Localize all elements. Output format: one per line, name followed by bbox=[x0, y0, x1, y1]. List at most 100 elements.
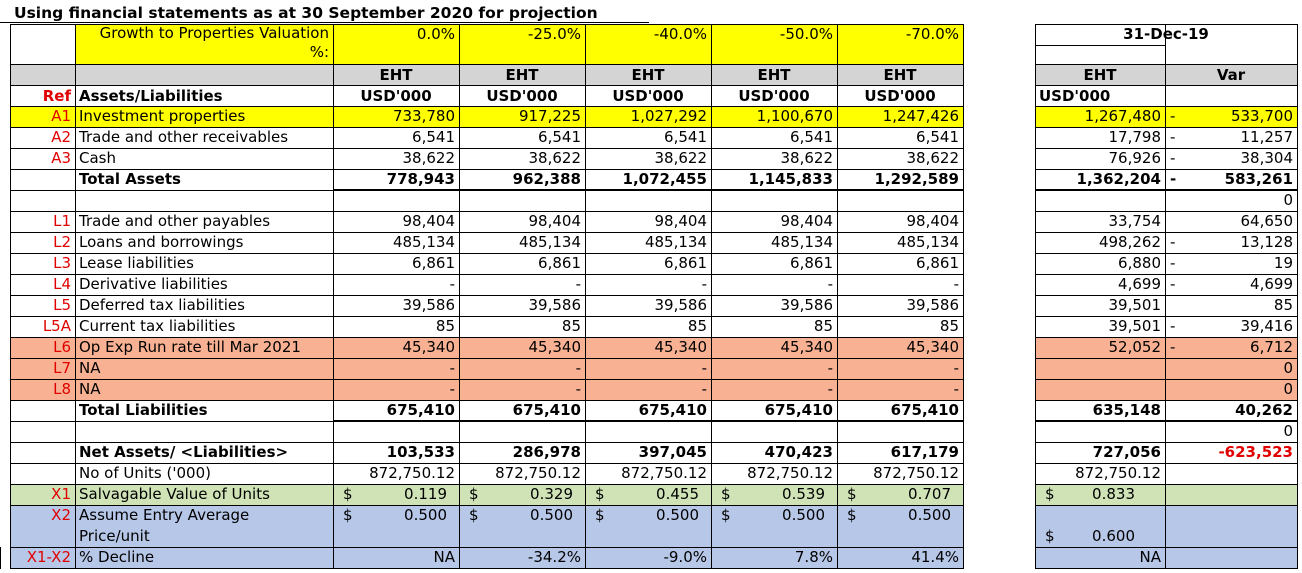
ref-code[interactable]: L5 bbox=[53, 296, 71, 314]
unit-header[interactable]: USD'000 bbox=[486, 87, 558, 105]
var-value[interactable]: 38,304 bbox=[1240, 149, 1294, 167]
dec19-value[interactable]: 0.600 bbox=[1092, 527, 1135, 545]
scenario-value[interactable] bbox=[711, 421, 837, 442]
ref-code[interactable]: L8 bbox=[53, 380, 71, 398]
currency-symbol[interactable]: $ bbox=[1045, 485, 1055, 503]
line-item-label[interactable]: NA bbox=[79, 380, 101, 398]
dec19-value[interactable] bbox=[1035, 190, 1165, 211]
var-value[interactable]: 64,650 bbox=[1240, 212, 1294, 230]
scenario-value[interactable]: 0.500 bbox=[530, 506, 573, 524]
ref-code[interactable] bbox=[10, 442, 75, 463]
scenario-value[interactable]: 0.500 bbox=[404, 506, 447, 524]
scenario-value[interactable]: - bbox=[575, 359, 581, 377]
scenario-value[interactable]: - bbox=[953, 359, 959, 377]
var-value[interactable]: 533,700 bbox=[1230, 107, 1293, 125]
currency-symbol[interactable]: $ bbox=[343, 506, 353, 524]
scenario-value[interactable]: 6,861 bbox=[790, 254, 833, 272]
entity-header[interactable]: EHT bbox=[883, 66, 917, 84]
var-dash[interactable]: - bbox=[1170, 107, 1176, 125]
var-dash[interactable] bbox=[1166, 442, 1186, 463]
line-item-label[interactable]: No of Units ('000) bbox=[79, 464, 211, 482]
scenario-value[interactable]: 98,404 bbox=[654, 212, 708, 230]
scenario-value[interactable]: 0.455 bbox=[656, 485, 699, 503]
scenario-value[interactable]: 103,533 bbox=[386, 443, 455, 461]
line-item-label[interactable]: Deferred tax liabilities bbox=[79, 296, 245, 314]
scenario-value[interactable]: - bbox=[575, 380, 581, 398]
scenario-value[interactable]: 872,750.12 bbox=[747, 464, 833, 482]
currency-symbol[interactable]: $ bbox=[595, 506, 605, 524]
scenario-value[interactable] bbox=[333, 421, 459, 442]
ref-code[interactable]: X1 bbox=[51, 485, 71, 503]
scenario-value[interactable]: 0.119 bbox=[404, 485, 447, 503]
line-item-label[interactable]: Cash bbox=[79, 149, 116, 167]
ref-code[interactable]: L7 bbox=[53, 359, 71, 377]
dec19-value[interactable]: 727,056 bbox=[1092, 443, 1161, 461]
scenario-value[interactable]: 1,247,426 bbox=[882, 107, 959, 125]
scenario-value[interactable]: 38,622 bbox=[402, 149, 456, 167]
scenario-value[interactable]: - bbox=[449, 359, 455, 377]
var-dash[interactable] bbox=[1166, 463, 1186, 484]
var-value[interactable]: 0 bbox=[1283, 380, 1293, 398]
entity-header[interactable]: EHT bbox=[1083, 66, 1117, 84]
entity-header[interactable]: EHT bbox=[505, 66, 539, 84]
dec19-value[interactable]: 39,501 bbox=[1108, 317, 1162, 335]
scenario-value[interactable]: 1,072,455 bbox=[622, 170, 707, 188]
unit-header[interactable]: USD'000 bbox=[612, 87, 684, 105]
currency-symbol[interactable]: $ bbox=[847, 506, 857, 524]
scenario-value[interactable]: 6,861 bbox=[916, 254, 959, 272]
scenario-value[interactable]: NA bbox=[433, 548, 455, 566]
growth-pct[interactable]: -25.0% bbox=[527, 25, 581, 43]
scenario-value[interactable]: 98,404 bbox=[906, 212, 960, 230]
scenario-value[interactable]: 45,340 bbox=[528, 338, 582, 356]
scenario-value[interactable]: 98,404 bbox=[780, 212, 834, 230]
line-item-label[interactable]: Total Assets bbox=[79, 170, 181, 188]
scenario-value[interactable]: 617,179 bbox=[890, 443, 959, 461]
scenario-value[interactable]: 0.500 bbox=[782, 506, 825, 524]
scenario-value[interactable]: - bbox=[827, 380, 833, 398]
scenario-value[interactable]: 397,045 bbox=[638, 443, 707, 461]
var-header[interactable]: Var bbox=[1216, 66, 1246, 84]
ref-code[interactable] bbox=[10, 190, 75, 211]
scenario-value[interactable]: 85 bbox=[939, 317, 959, 335]
dec19-value[interactable]: 76,926 bbox=[1108, 149, 1162, 167]
scenario-value[interactable]: 0.539 bbox=[782, 485, 825, 503]
line-item-label[interactable]: Price/unit bbox=[79, 527, 150, 545]
scenario-value[interactable]: 1,027,292 bbox=[630, 107, 707, 125]
var-dash[interactable]: - bbox=[1170, 275, 1176, 293]
scenario-value[interactable]: 39,586 bbox=[780, 296, 834, 314]
scenario-value[interactable]: 41.4% bbox=[911, 548, 959, 566]
dec19-value[interactable]: 635,148 bbox=[1092, 401, 1161, 419]
var-dash[interactable]: - bbox=[1170, 233, 1176, 251]
scenario-value[interactable] bbox=[459, 190, 585, 211]
scenario-value[interactable]: 917,225 bbox=[518, 107, 581, 125]
scenario-value[interactable]: 7.8% bbox=[794, 548, 833, 566]
scenario-value[interactable] bbox=[711, 190, 837, 211]
unit-header[interactable]: USD'000 bbox=[864, 87, 936, 105]
unit-header[interactable]: USD'000 bbox=[360, 87, 432, 105]
scenario-value[interactable]: - bbox=[953, 380, 959, 398]
currency-symbol[interactable]: $ bbox=[721, 506, 731, 524]
scenario-value[interactable]: 286,978 bbox=[512, 443, 581, 461]
scenario-value[interactable]: 38,622 bbox=[654, 149, 708, 167]
dec19-value[interactable]: 52,052 bbox=[1108, 338, 1162, 356]
dec19-value[interactable]: 39,501 bbox=[1108, 296, 1162, 314]
scenario-value[interactable]: 872,750.12 bbox=[369, 464, 455, 482]
scenario-value[interactable]: 6,861 bbox=[538, 254, 581, 272]
scenario-value[interactable]: 675,410 bbox=[764, 401, 833, 419]
dec19-value[interactable]: 17,798 bbox=[1108, 128, 1162, 146]
var-value[interactable]: -623,523 bbox=[1218, 443, 1293, 461]
entity-header[interactable]: EHT bbox=[379, 66, 413, 84]
var-value[interactable]: 19 bbox=[1273, 254, 1293, 272]
scenario-value[interactable]: 675,410 bbox=[386, 401, 455, 419]
var-dash[interactable] bbox=[1166, 400, 1186, 421]
scenario-value[interactable]: 485,134 bbox=[518, 233, 581, 251]
dec19-value[interactable]: 33,754 bbox=[1108, 212, 1162, 230]
scenario-value[interactable]: - bbox=[827, 275, 833, 293]
scenario-value[interactable]: - bbox=[701, 275, 707, 293]
scenario-value[interactable]: 0.329 bbox=[530, 485, 573, 503]
line-item-label[interactable]: Op Exp Run rate till Mar 2021 bbox=[79, 338, 301, 356]
dec19-value[interactable]: 4,699 bbox=[1118, 275, 1161, 293]
scenario-value[interactable]: 39,586 bbox=[402, 296, 456, 314]
entity-header[interactable]: EHT bbox=[757, 66, 791, 84]
ref-code[interactable]: X2 bbox=[51, 506, 71, 524]
